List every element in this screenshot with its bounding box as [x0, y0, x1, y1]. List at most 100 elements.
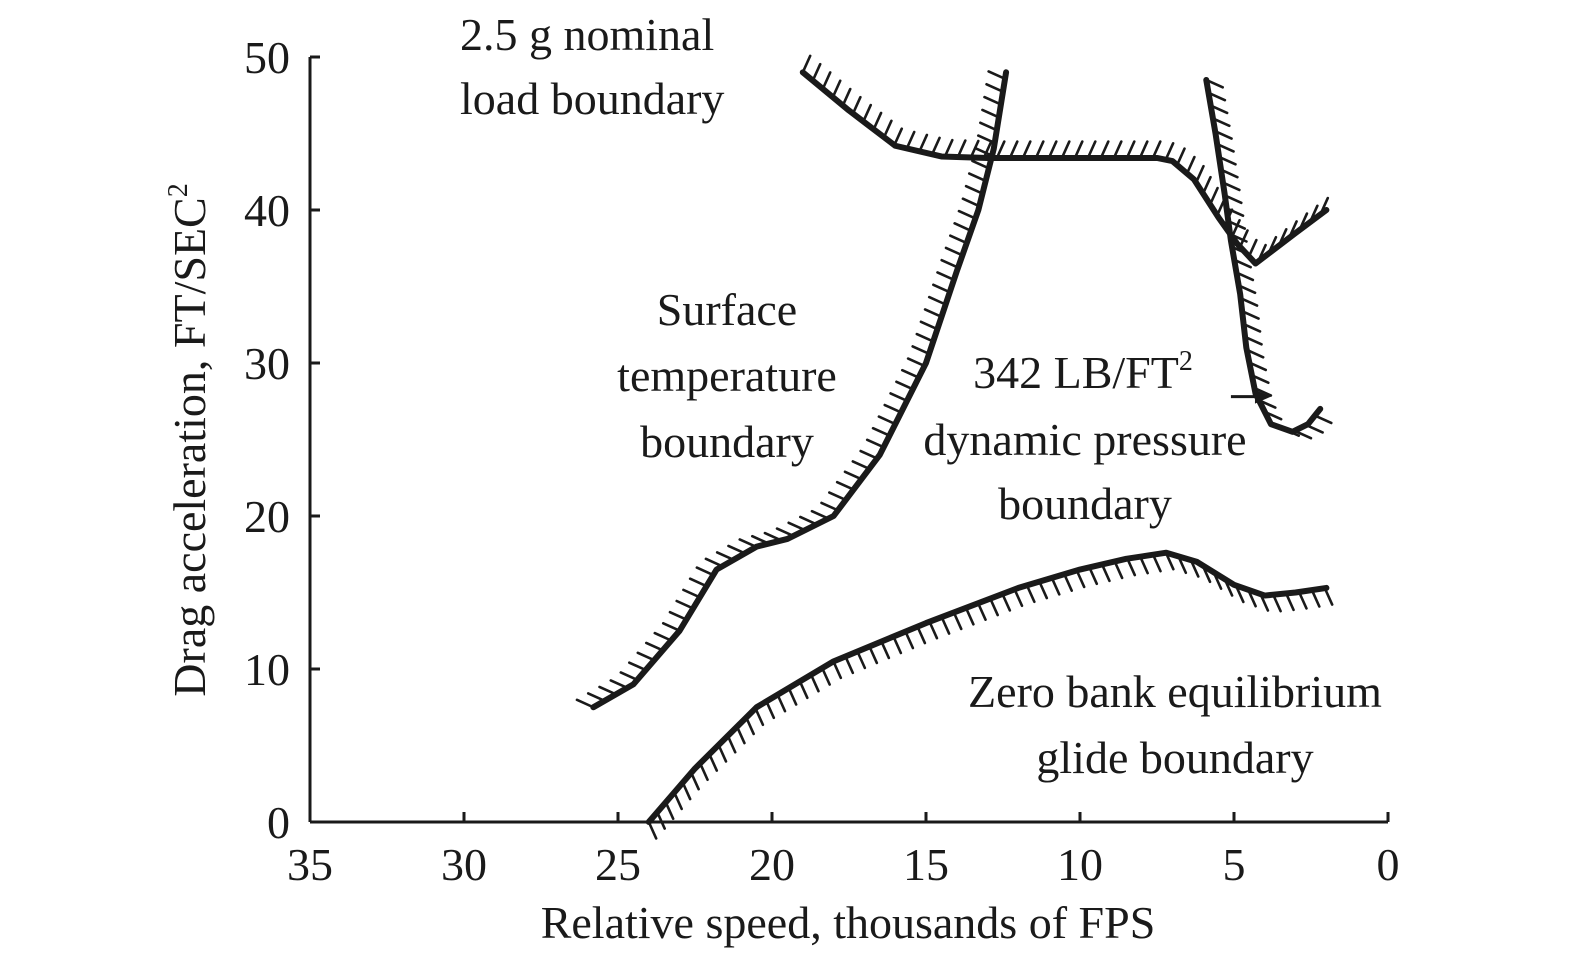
hatch-mark [1151, 553, 1162, 573]
hatch-mark [1075, 569, 1086, 589]
hatch-mark [981, 108, 1001, 119]
hatch-mark [851, 460, 871, 471]
hatch-mark [775, 527, 795, 538]
hatch-mark [1099, 140, 1110, 160]
hatch-mark [801, 54, 812, 74]
hatch-mark [1164, 141, 1175, 162]
hatch-mark [831, 79, 842, 99]
hatch-mark [1138, 555, 1149, 575]
hatch-mark [575, 698, 595, 709]
hatch-mark [1293, 429, 1313, 440]
hatch-mark [1248, 361, 1268, 372]
series-1 [575, 69, 1010, 711]
hatch-mark [715, 551, 735, 562]
hatch-mark [1207, 91, 1227, 102]
hatch-mark [859, 449, 879, 460]
hatch-mark [843, 470, 863, 481]
annotations: 2.5 g nominal load boundary Surface tempera… [460, 9, 1382, 783]
hatch-mark [936, 271, 956, 282]
hatch-mark [961, 197, 981, 208]
hatch-mark [944, 246, 964, 257]
hatch-mark [1204, 78, 1224, 89]
hatch-mark [995, 140, 1006, 160]
hatch-mark [844, 655, 855, 675]
hatch-mark [1189, 558, 1200, 578]
hatch-mark [619, 671, 639, 682]
hatch-mark [904, 630, 915, 650]
hatch-mark [1281, 426, 1301, 437]
hatch-mark [647, 820, 658, 840]
hatch-mark [1221, 181, 1241, 192]
hatch-mark [880, 640, 891, 660]
hatch-mark [952, 611, 963, 631]
hatch-mark [1257, 398, 1277, 409]
hatch-mark [1247, 238, 1258, 258]
hatch-mark [1242, 322, 1262, 333]
hatch-mark [809, 673, 820, 693]
hatch-mark [1034, 140, 1045, 160]
hatch-mark [918, 133, 929, 153]
annotation-load: 2.5 g nominal load boundary [460, 9, 724, 124]
pressure-arrow [1230, 389, 1271, 404]
hatch-mark [1310, 588, 1321, 608]
hatch-mark [985, 82, 1005, 93]
hatch-mark [969, 139, 980, 159]
hatch-mark [1277, 228, 1288, 248]
hatch-mark [1025, 584, 1036, 604]
hatch-mark [1239, 296, 1259, 307]
hatch-mark [1319, 196, 1330, 216]
hatch-mark [708, 752, 719, 772]
hatch-mark [820, 666, 831, 686]
y-tick-label: 50 [244, 32, 290, 83]
hatch-mark [923, 308, 943, 319]
hatch-mark [974, 147, 994, 158]
y-axis-title-sup: 2 [163, 183, 194, 197]
hatch-mark [765, 700, 776, 720]
annotation-line: dynamic pressure [923, 414, 1246, 465]
hatch-mark [787, 521, 807, 532]
hatch-mark [872, 111, 883, 131]
hatch-mark [1223, 577, 1234, 597]
hatch-mark [1246, 588, 1257, 608]
hatch-mark [689, 771, 700, 791]
hatch-mark [1223, 194, 1243, 205]
hatch-mark [726, 734, 737, 754]
y-tick-label: 20 [244, 491, 290, 542]
hatch-mark [820, 501, 840, 512]
axes [308, 57, 1388, 824]
hatch-mark [900, 368, 920, 379]
hatch-mark [828, 491, 848, 502]
x-tick-label: 0 [1377, 839, 1400, 890]
hatch-mark [976, 601, 987, 621]
hatch-mark [905, 130, 916, 150]
hatch-mark [956, 139, 967, 159]
hatch-mark [598, 685, 618, 696]
hatch-mark [1175, 147, 1186, 167]
hatch-mark [644, 641, 664, 652]
hatch-mark [1215, 142, 1235, 153]
hatch-mark [889, 392, 909, 403]
hatch-mark [971, 159, 991, 170]
hatch-mark [851, 95, 862, 115]
hatch-mark [949, 234, 969, 245]
hatch-mark [1211, 117, 1231, 128]
hatch-mark [856, 650, 867, 670]
annotation-sup: 2 [1179, 346, 1193, 377]
hatch-mark [932, 283, 952, 294]
hatch-mark [964, 184, 984, 195]
hatch-mark [1213, 129, 1233, 140]
hatch-mark [668, 610, 688, 621]
hatch-mark [811, 62, 822, 82]
hatch-mark [895, 380, 915, 391]
x-tick-label: 10 [1057, 839, 1103, 890]
hatch-mark [1060, 140, 1071, 160]
hatch-mark [1021, 140, 1032, 160]
hatch-mark [1008, 140, 1019, 160]
hatch-mark [763, 531, 783, 542]
hatch-mark [893, 127, 904, 147]
hatch-mark [916, 625, 927, 645]
hatch-mark [1240, 309, 1260, 320]
x-tick-label: 5 [1223, 839, 1246, 890]
hatch-mark [1126, 557, 1137, 577]
